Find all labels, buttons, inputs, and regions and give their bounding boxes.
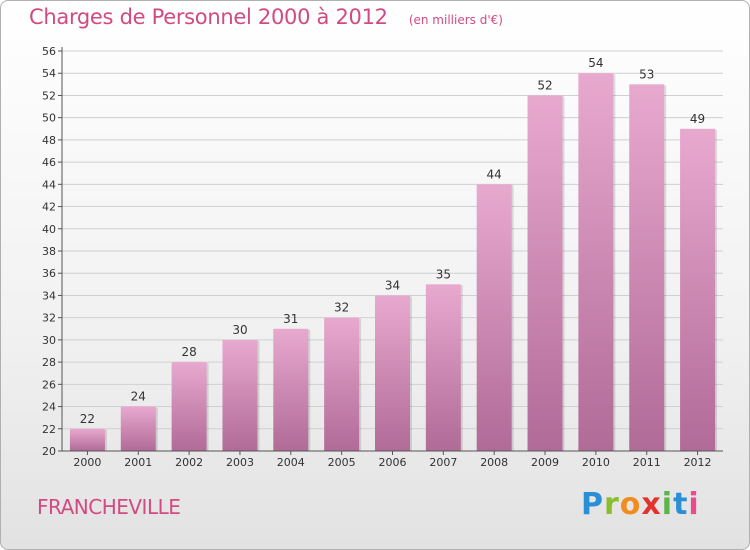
y-tick-label: 34 bbox=[42, 289, 56, 302]
y-tick-label: 22 bbox=[42, 423, 56, 436]
x-tick-label: 2000 bbox=[73, 456, 101, 469]
bar-2002 bbox=[171, 362, 207, 451]
y-tick-label: 40 bbox=[42, 223, 56, 236]
value-label: 32 bbox=[334, 301, 349, 315]
x-tick-label: 2010 bbox=[582, 456, 610, 469]
y-tick-label: 46 bbox=[42, 156, 56, 169]
y-tick-label: 36 bbox=[42, 267, 56, 280]
chart-title: Charges de Personnel 2000 à 2012 bbox=[29, 5, 388, 29]
value-label: 53 bbox=[639, 67, 654, 81]
value-label: 31 bbox=[283, 312, 298, 326]
bar-2009 bbox=[527, 95, 563, 451]
bar-2012 bbox=[680, 128, 716, 451]
y-tick-label: 28 bbox=[42, 356, 56, 369]
bar-2004 bbox=[273, 328, 309, 451]
x-tick-label: 2003 bbox=[226, 456, 254, 469]
title-row: Charges de Personnel 2000 à 2012 (en mil… bbox=[29, 5, 503, 29]
value-label: 44 bbox=[487, 167, 502, 181]
value-label: 28 bbox=[181, 345, 196, 359]
bar-2001 bbox=[120, 406, 156, 451]
value-label: 35 bbox=[436, 267, 451, 281]
bar-2005 bbox=[324, 317, 360, 451]
bar-2000 bbox=[69, 428, 105, 451]
bar-2010 bbox=[578, 73, 614, 451]
x-tick-label: 2006 bbox=[379, 456, 407, 469]
bar-2008 bbox=[476, 184, 512, 452]
value-label: 22 bbox=[80, 412, 95, 426]
y-tick-label: 50 bbox=[42, 112, 56, 125]
y-tick-label: 48 bbox=[42, 134, 56, 147]
value-label: 34 bbox=[385, 278, 400, 292]
value-label: 24 bbox=[131, 390, 146, 404]
bar-2007 bbox=[425, 284, 461, 451]
bar-2006 bbox=[375, 295, 410, 451]
y-tick-label: 24 bbox=[42, 401, 56, 414]
x-tick-label: 2002 bbox=[175, 456, 203, 469]
y-tick-label: 38 bbox=[42, 245, 56, 258]
commune-name: FRANCHEVILLE bbox=[37, 495, 181, 519]
y-tick-label: 44 bbox=[42, 178, 56, 191]
value-label: 49 bbox=[690, 112, 705, 126]
y-tick-label: 54 bbox=[42, 67, 56, 80]
x-tick-label: 2011 bbox=[633, 456, 661, 469]
value-label: 54 bbox=[588, 56, 603, 70]
y-tick-label: 32 bbox=[42, 312, 56, 325]
x-tick-label: 2004 bbox=[277, 456, 305, 469]
value-label: 52 bbox=[537, 78, 552, 92]
y-tick-label: 20 bbox=[42, 445, 56, 458]
x-tick-label: 2008 bbox=[480, 456, 508, 469]
bar-2003 bbox=[222, 339, 258, 451]
value-label: 30 bbox=[232, 323, 247, 337]
proxiti-logo: Proxiti bbox=[581, 487, 700, 522]
chart-unit: (en milliers d'€) bbox=[408, 13, 503, 27]
y-tick-label: 42 bbox=[42, 201, 56, 214]
x-tick-label: 2009 bbox=[531, 456, 559, 469]
x-tick-label: 2012 bbox=[684, 456, 712, 469]
x-tick-label: 2007 bbox=[429, 456, 457, 469]
y-tick-label: 26 bbox=[42, 378, 56, 391]
y-tick-label: 52 bbox=[42, 89, 56, 102]
x-tick-label: 2001 bbox=[124, 456, 152, 469]
y-tick-label: 30 bbox=[42, 334, 56, 347]
bar-2011 bbox=[629, 84, 665, 451]
x-tick-label: 2005 bbox=[328, 456, 356, 469]
y-tick-label: 56 bbox=[42, 45, 56, 58]
